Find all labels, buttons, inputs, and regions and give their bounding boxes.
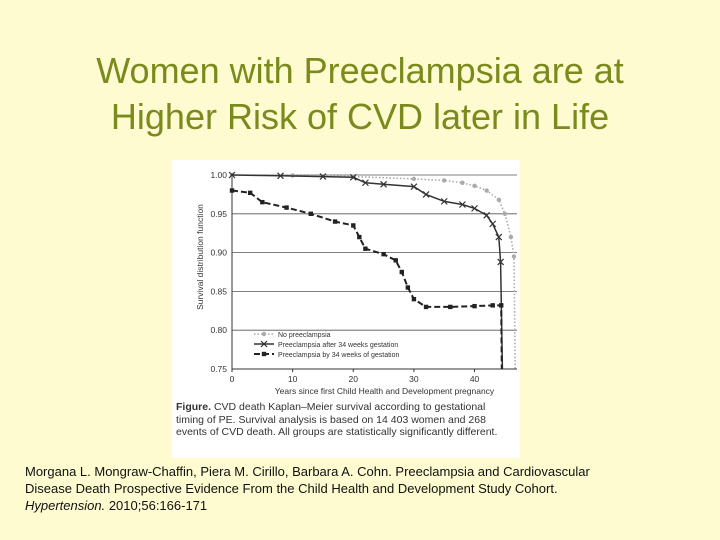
data-point-pe-by-34-weeks xyxy=(229,188,235,193)
citation: Morgana L. Mongraw-Chaffin, Piera M. Cir… xyxy=(25,463,705,514)
series-line-pe-after-34-weeks xyxy=(231,174,504,370)
citation-details: 2010;56:166-171 xyxy=(105,498,208,513)
x-marker-stroke xyxy=(361,179,369,187)
x-marker-stroke xyxy=(260,340,268,348)
x-tick-label: 10 xyxy=(288,374,298,384)
x-axis-label: Years since first Child Health and Devel… xyxy=(275,386,495,396)
x-marker-stroke xyxy=(495,233,503,241)
data-point-no-preeclampsia xyxy=(442,178,447,183)
data-point-pe-by-34-weeks xyxy=(381,251,386,257)
data-point-pe-by-34-weeks xyxy=(448,304,453,310)
data-point-pe-after-34-weeks xyxy=(380,180,388,188)
data-point-no-preeclampsia xyxy=(508,234,514,240)
y-tick-label: 1.00 xyxy=(210,170,227,180)
data-point-no-preeclampsia xyxy=(411,176,417,182)
x-tick-label: 30 xyxy=(409,374,419,384)
data-point-pe-after-34-weeks xyxy=(410,183,418,191)
data-point-pe-after-34-weeks xyxy=(483,211,491,219)
data-point-pe-by-34-weeks xyxy=(399,269,404,275)
data-point-pe-by-34-weeks xyxy=(411,296,417,302)
x-tick-label: 20 xyxy=(349,374,359,384)
data-point-pe-by-34-weeks xyxy=(284,205,289,210)
data-point-pe-by-34-weeks xyxy=(363,246,368,251)
data-point-pe-after-34-weeks xyxy=(497,258,505,266)
legend-marker-pe-after-34-weeks xyxy=(260,340,268,348)
data-point-pe-by-34-weeks xyxy=(472,303,477,309)
data-point-no-preeclampsia xyxy=(502,211,508,216)
x-tick-label: 0 xyxy=(230,374,235,384)
x-marker-stroke xyxy=(471,204,478,212)
x-marker-stroke xyxy=(440,197,448,205)
legend-label-pe-by-34-weeks: Preeclampsia by 34 weeks of gestation xyxy=(278,352,400,359)
x-marker-stroke xyxy=(228,171,236,179)
data-point-pe-after-34-weeks xyxy=(319,173,327,180)
data-point-pe-after-34-weeks xyxy=(489,220,497,228)
citation-journal: Hypertension. xyxy=(25,498,106,513)
data-point-pe-after-34-weeks xyxy=(349,173,357,181)
x-marker-stroke xyxy=(380,180,388,188)
data-point-no-preeclampsia xyxy=(496,197,502,203)
series-line-pe-by-34-weeks xyxy=(231,189,503,370)
data-point-pe-by-34-weeks xyxy=(260,199,265,205)
citation-line-2: Disease Death Prospective Evidence From … xyxy=(25,481,558,496)
figure-panel: 1.00 0.95 0.90 0.85 0.80 0.75 0 10 20 30 40 Years s… xyxy=(172,160,520,458)
x-marker-stroke xyxy=(349,173,357,181)
data-point-pe-by-34-weeks xyxy=(490,303,495,308)
x-marker-stroke xyxy=(422,190,430,198)
data-point-pe-by-34-weeks xyxy=(332,219,338,224)
legend-label-no-preeclampsia: No preeclampsia xyxy=(278,332,331,339)
data-point-pe-after-34-weeks xyxy=(495,233,503,241)
data-point-pe-by-34-weeks xyxy=(499,303,504,308)
x-marker-stroke xyxy=(483,211,491,219)
slide-title-line-1: Women with Preeclampsia are at xyxy=(96,50,624,91)
x-marker-stroke xyxy=(459,201,466,208)
data-point-no-preeclampsia xyxy=(484,188,489,193)
data-point-pe-after-34-weeks xyxy=(471,204,478,212)
y-axis-label: Survival distribution function xyxy=(195,204,205,310)
x-marker-stroke xyxy=(277,172,284,180)
x-marker-stroke xyxy=(410,183,418,191)
data-point-pe-after-34-weeks xyxy=(361,179,369,187)
data-point-pe-by-34-weeks xyxy=(247,190,253,196)
citation-line-3: Hypertension. 2010;56:166-171 xyxy=(25,497,705,514)
y-tick-label: 0.85 xyxy=(210,286,227,296)
x-marker-stroke xyxy=(489,220,497,228)
data-point-pe-after-34-weeks xyxy=(277,172,284,180)
data-point-pe-by-34-weeks xyxy=(308,211,314,216)
citation-line-1: Morgana L. Mongraw-Chaffin, Piera M. Cir… xyxy=(25,464,590,479)
legend-marker-pe-by-34-weeks xyxy=(261,351,267,357)
x-marker-stroke xyxy=(497,258,505,266)
data-point-pe-by-34-weeks xyxy=(393,258,398,263)
y-tick-label: 0.95 xyxy=(210,209,227,219)
data-point-pe-by-34-weeks xyxy=(405,285,411,290)
figure-caption-text: CVD death Kaplan–Meier survival accordin… xyxy=(176,401,498,438)
data-point-pe-after-34-weeks xyxy=(422,190,430,198)
data-point-pe-after-34-weeks xyxy=(440,197,448,205)
y-tick-label: 0.90 xyxy=(210,248,227,258)
survival-chart: 1.00 0.95 0.90 0.85 0.80 0.750 10 20 30 40 Years s… xyxy=(195,170,517,396)
data-point-no-preeclampsia xyxy=(460,180,465,185)
legend-label-pe-after-34-weeks: Preeclampsia after 34 weeks gestation xyxy=(278,342,398,349)
figure-caption-label: Figure. xyxy=(176,401,212,413)
x-marker-stroke xyxy=(319,173,327,180)
data-point-pe-by-34-weeks xyxy=(357,234,362,240)
slide-title-line-2: Higher Risk of CVD later in Life xyxy=(110,96,610,137)
data-point-no-preeclampsia xyxy=(511,254,517,259)
figure-caption: Figure. CVD death Kaplan–Meier survival … xyxy=(176,401,514,439)
data-point-pe-after-34-weeks xyxy=(459,201,466,208)
data-point-pe-by-34-weeks xyxy=(351,223,356,228)
x-tick-label: 40 xyxy=(470,374,480,384)
legend-marker-no-preeclampsia xyxy=(261,331,267,337)
data-point-pe-by-34-weeks xyxy=(423,304,429,310)
y-tick-label: 0.80 xyxy=(210,325,227,335)
data-point-pe-after-34-weeks xyxy=(228,171,236,179)
slide-title: Women with Preeclampsia are at Higher Ri… xyxy=(0,48,720,140)
y-tick-label: 0.75 xyxy=(210,364,227,374)
data-point-no-preeclampsia xyxy=(472,183,477,189)
